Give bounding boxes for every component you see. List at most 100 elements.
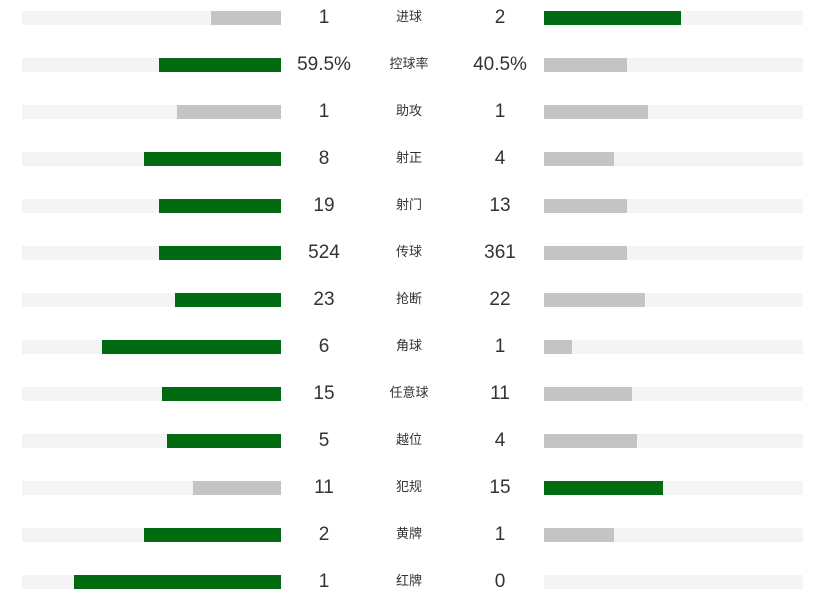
stat-row: 6 角球 1 — [0, 332, 839, 362]
away-bar-fill — [544, 434, 638, 448]
away-bar-track — [544, 58, 803, 72]
away-value: 1 — [494, 336, 506, 357]
home-bar-fill — [159, 246, 281, 260]
home-bar-track — [22, 528, 281, 542]
away-bar-track — [544, 340, 803, 354]
home-bar-track — [22, 387, 281, 401]
home-value: 8 — [318, 148, 330, 169]
away-bar-track — [544, 481, 803, 495]
home-bar-track — [22, 246, 281, 260]
home-bar-fill — [143, 152, 281, 166]
away-bar-fill — [544, 199, 627, 213]
away-bar-track — [544, 199, 803, 213]
away-bar-fill — [544, 528, 614, 542]
away-value: 4 — [494, 430, 506, 451]
home-value: 1 — [318, 101, 330, 122]
home-bar-fill — [167, 434, 281, 448]
away-value: 15 — [489, 477, 511, 498]
away-bar-track — [544, 105, 803, 119]
stat-row: 19 射门 13 — [0, 191, 839, 221]
stat-row: 5 越位 4 — [0, 426, 839, 456]
away-bar-fill — [544, 387, 633, 401]
home-value: 11 — [314, 477, 334, 498]
stat-row: 1 进球 2 — [0, 3, 839, 33]
stat-label: 传球 — [395, 245, 422, 260]
away-value: 40.5% — [473, 54, 527, 75]
away-bar-track — [544, 11, 803, 25]
away-bar-fill — [544, 293, 645, 307]
home-value: 2 — [318, 524, 330, 545]
stat-label: 控球率 — [389, 57, 429, 72]
home-bar-track — [22, 105, 281, 119]
home-bar-fill — [161, 387, 281, 401]
away-bar-track — [544, 152, 803, 166]
home-bar-track — [22, 293, 281, 307]
stat-row: 15 任意球 11 — [0, 379, 839, 409]
stat-label: 红牌 — [395, 574, 422, 589]
away-bar-fill — [544, 340, 573, 354]
away-value: 11 — [490, 383, 510, 404]
away-value: 1 — [494, 524, 506, 545]
away-value: 4 — [494, 148, 506, 169]
stat-label: 越位 — [395, 433, 422, 448]
away-bar-fill — [544, 152, 614, 166]
home-value: 5 — [318, 430, 330, 451]
stat-label: 犯规 — [395, 480, 422, 495]
home-value: 19 — [313, 195, 335, 216]
home-value: 59.5% — [297, 54, 351, 75]
home-bar-track — [22, 58, 281, 72]
stat-label: 进球 — [395, 10, 422, 25]
stat-row: 11 犯规 15 — [0, 473, 839, 503]
home-bar-track — [22, 340, 281, 354]
home-bar-track — [22, 575, 281, 589]
stat-label: 抢断 — [395, 292, 422, 307]
home-bar-fill — [177, 105, 281, 119]
away-bar-track — [544, 293, 803, 307]
stat-label: 射门 — [395, 198, 422, 213]
away-bar-fill — [544, 58, 627, 72]
home-bar-track — [22, 11, 281, 25]
away-value: 2 — [494, 7, 506, 28]
home-value: 15 — [313, 383, 335, 404]
stat-row: 59.5% 控球率 40.5% — [0, 50, 839, 80]
home-bar-fill — [143, 528, 281, 542]
away-value: 13 — [489, 195, 511, 216]
stat-label: 任意球 — [389, 386, 429, 401]
stat-row: 1 红牌 0 — [0, 567, 839, 597]
stat-label: 黄牌 — [395, 527, 422, 542]
home-bar-track — [22, 481, 281, 495]
away-bar-track — [544, 528, 803, 542]
home-value: 1 — [318, 7, 330, 28]
home-bar-fill — [159, 58, 281, 72]
away-value: 0 — [494, 571, 506, 592]
home-value: 524 — [308, 242, 340, 263]
home-bar-fill — [73, 575, 281, 589]
stat-label: 角球 — [395, 339, 422, 354]
stat-label: 射正 — [395, 151, 422, 166]
home-value: 23 — [313, 289, 335, 310]
stat-row: 2 黄牌 1 — [0, 520, 839, 550]
away-bar-fill — [544, 105, 648, 119]
stat-row: 1 助攻 1 — [0, 97, 839, 127]
stat-label: 助攻 — [395, 104, 422, 119]
home-bar-fill — [211, 11, 281, 25]
away-bar-track — [544, 246, 803, 260]
home-value: 6 — [318, 336, 330, 357]
stat-row: 8 射正 4 — [0, 144, 839, 174]
home-value: 1 — [318, 571, 330, 592]
home-bar-fill — [102, 340, 281, 354]
away-value: 361 — [484, 242, 516, 263]
home-bar-track — [22, 199, 281, 213]
away-value: 1 — [494, 101, 506, 122]
stat-row: 524 传球 361 — [0, 238, 839, 268]
home-bar-fill — [174, 293, 281, 307]
away-bar-fill — [544, 481, 664, 495]
stat-row: 23 抢断 22 — [0, 285, 839, 315]
away-bar-track — [544, 434, 803, 448]
away-bar-fill — [544, 246, 627, 260]
home-bar-fill — [159, 199, 281, 213]
home-bar-track — [22, 152, 281, 166]
home-bar-fill — [192, 481, 281, 495]
away-bar-track — [544, 387, 803, 401]
home-bar-track — [22, 434, 281, 448]
